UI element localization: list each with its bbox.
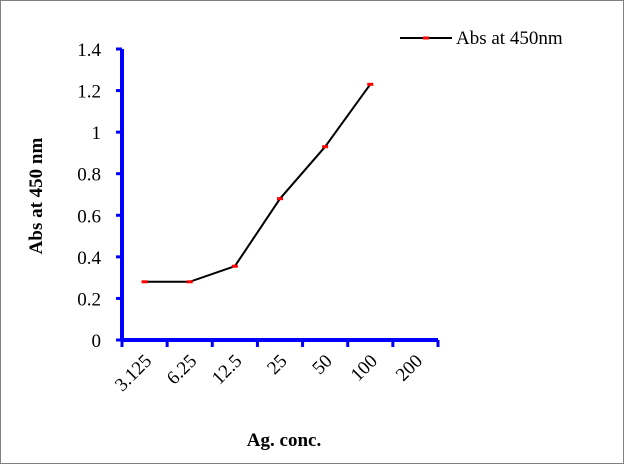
x-tick-label: 100 [347, 351, 382, 386]
x-tick-label: 12.5 [208, 351, 246, 389]
x-tick-label: 25 [263, 351, 291, 379]
y-tick-label: 1.2 [77, 82, 101, 103]
y-tick-label: 0.2 [77, 289, 101, 310]
y-tick-label: 0 [92, 331, 102, 352]
series [141, 82, 374, 284]
y-tick-label: 0.4 [77, 248, 101, 269]
data-point [277, 197, 283, 201]
axes [116, 47, 440, 347]
x-tick-label: 3.125 [111, 351, 156, 396]
x-axis-title: Ag. conc. [247, 430, 321, 451]
legend: Abs at 450nm [400, 28, 563, 49]
y-tick-label: 0.6 [77, 206, 101, 227]
data-point [141, 280, 148, 284]
data-point [322, 145, 329, 149]
x-tick-label: 50 [308, 351, 336, 379]
y-tick-label: 0.8 [77, 165, 101, 186]
legend-label: Abs at 450nm [456, 28, 563, 49]
x-tick-labels: 3.125 6.25 12.5 25 50 100 200 [111, 351, 427, 396]
x-tick-label: 6.25 [163, 351, 201, 389]
y-tick-label: 1.4 [77, 40, 101, 61]
y-axis-title: Abs at 450 nm [26, 138, 47, 255]
data-point [367, 82, 374, 86]
data-point [186, 280, 193, 284]
legend-marker-swatch [423, 36, 429, 40]
x-tick-label: 200 [392, 351, 427, 386]
series-line [144, 83, 372, 283]
data-point [231, 264, 238, 268]
y-tick-labels: 0 0.2 0.4 0.6 0.8 1 1.2 1.4 [77, 40, 101, 352]
y-tick-label: 1 [92, 123, 102, 144]
